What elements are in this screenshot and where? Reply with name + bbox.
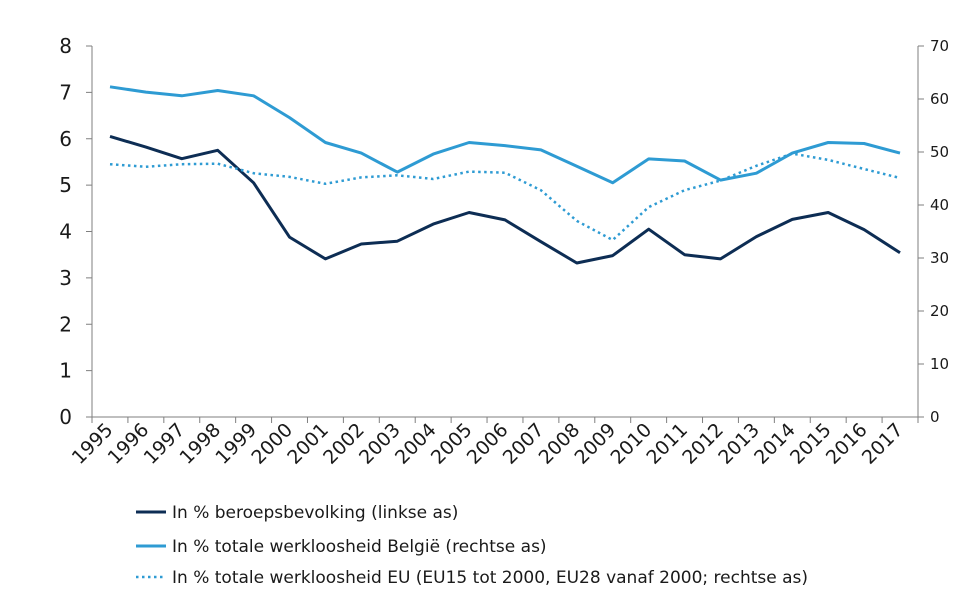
series-line-3 bbox=[109, 152, 901, 242]
x-tick-label: 2003 bbox=[355, 419, 405, 469]
x-tick-label: 2004 bbox=[391, 419, 441, 469]
left-tick-label: 2 bbox=[59, 312, 72, 336]
left-tick-label: 8 bbox=[59, 34, 72, 58]
series-line-1 bbox=[109, 134, 901, 265]
left-tick-label: 1 bbox=[59, 359, 72, 383]
x-tick-label: 2010 bbox=[606, 419, 656, 469]
left-tick-label: 6 bbox=[59, 127, 72, 151]
left-tick-label: 3 bbox=[59, 266, 72, 290]
x-tick-label: 1999 bbox=[211, 419, 261, 469]
left-tick-label: 0 bbox=[59, 405, 72, 429]
x-tick-label: 1995 bbox=[68, 419, 118, 469]
x-tick-label: 2013 bbox=[714, 419, 764, 469]
legend-label-3: In % totale werkloosheid EU (EU15 tot 20… bbox=[172, 568, 808, 588]
right-tick-label: 40 bbox=[930, 196, 949, 214]
x-tick-label: 2005 bbox=[427, 419, 477, 469]
x-tick-label: 2001 bbox=[283, 419, 333, 469]
right-tick-label: 10 bbox=[930, 355, 949, 373]
right-tick-label: 0 bbox=[930, 408, 940, 426]
right-tick-label: 20 bbox=[930, 302, 949, 320]
right-tick-label: 70 bbox=[930, 37, 949, 55]
x-tick-label: 2009 bbox=[571, 419, 621, 469]
left-tick-label: 7 bbox=[59, 80, 72, 104]
series-line-2 bbox=[109, 85, 901, 185]
x-tick-label: 2014 bbox=[750, 419, 800, 469]
x-tick-label: 2012 bbox=[678, 419, 728, 469]
x-tick-label: 2017 bbox=[858, 419, 908, 469]
legend-label-2: In % totale werkloosheid België (rechtse… bbox=[172, 537, 547, 557]
series-lines bbox=[109, 85, 901, 265]
right-tick-label: 60 bbox=[930, 90, 949, 108]
x-tick-label: 2011 bbox=[642, 419, 692, 469]
x-tick-label: 2000 bbox=[247, 419, 297, 469]
left-tick-label: 4 bbox=[59, 220, 72, 244]
left-tick-label: 5 bbox=[59, 173, 72, 197]
right-tick-label: 50 bbox=[930, 143, 949, 161]
right-tick-label: 30 bbox=[930, 249, 949, 267]
legend-label-1: In % beroepsbevolking (linkse as) bbox=[172, 503, 458, 523]
axes: 0 1 2 3 4 5 6 7 8 0 10 20 30 40 50 60 70 1995199619971998… bbox=[59, 34, 949, 469]
x-tick-label: 1997 bbox=[140, 419, 190, 469]
x-tick-label: 2007 bbox=[499, 419, 549, 469]
x-tick-label: 2016 bbox=[822, 419, 872, 469]
x-tick-label: 2015 bbox=[786, 419, 836, 469]
legend: In % beroepsbevolking (linkse as) In % to… bbox=[136, 503, 808, 588]
x-tick-label: 1996 bbox=[104, 419, 154, 469]
x-tick-label: 2008 bbox=[535, 419, 585, 469]
x-tick-label: 1998 bbox=[175, 419, 225, 469]
x-tick-label: 2006 bbox=[463, 419, 513, 469]
x-tick-label: 2002 bbox=[319, 419, 369, 469]
